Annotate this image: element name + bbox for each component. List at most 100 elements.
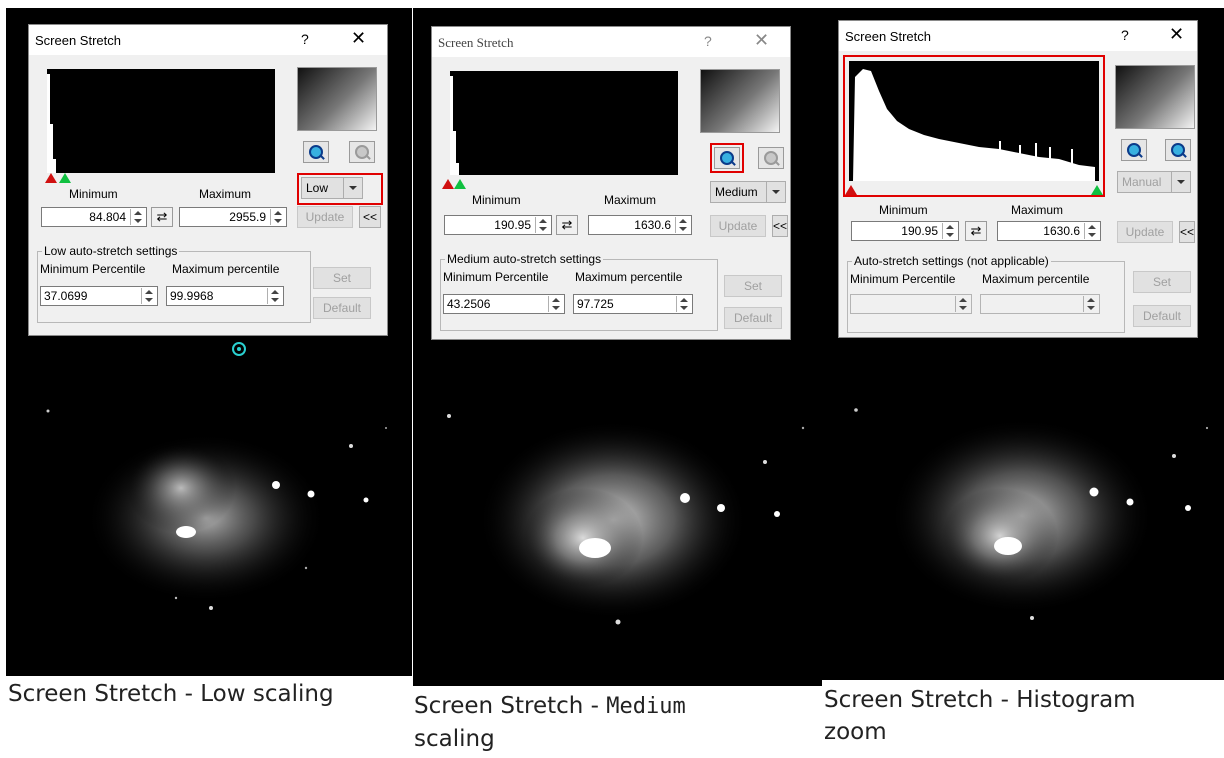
maximum-value: 1630.6 xyxy=(1043,224,1080,238)
histogram[interactable] xyxy=(47,69,275,173)
stretch-mode-dropdown[interactable]: Low xyxy=(301,177,363,199)
spin-arrows-icon[interactable] xyxy=(1083,296,1098,312)
zoom-out-button[interactable] xyxy=(349,141,375,163)
caption-medium: Screen Stretch - Medium scaling xyxy=(414,690,814,755)
max-percentile-value: 97.725 xyxy=(577,297,614,311)
zoom-in-icon xyxy=(720,151,734,165)
spin-arrows-icon[interactable] xyxy=(130,209,145,225)
min-percentile-value: 37.0699 xyxy=(44,289,88,303)
target-icon xyxy=(232,342,246,356)
caption-zoom: Screen Stretch - Histogram zoom xyxy=(824,684,1224,748)
minimum-label: Minimum xyxy=(69,187,118,201)
caption-medium-suffix: scaling xyxy=(414,726,495,752)
minimum-value: 84.804 xyxy=(89,210,126,224)
max-percentile-input[interactable]: 99.9968 xyxy=(166,286,284,306)
spin-arrows-icon[interactable] xyxy=(676,296,691,312)
update-button[interactable]: Update xyxy=(1117,221,1173,243)
max-percentile-input[interactable]: 97.725 xyxy=(573,294,693,314)
spin-arrows-icon[interactable] xyxy=(270,209,285,225)
spin-arrows-icon[interactable] xyxy=(267,288,282,304)
min-percentile-input[interactable]: 37.0699 xyxy=(40,286,158,306)
zoom-out-icon xyxy=(1171,143,1185,157)
dialog-title: Screen Stretch xyxy=(438,35,514,50)
swap-button[interactable]: ⇄ xyxy=(965,221,987,241)
swap-button[interactable]: ⇄ xyxy=(151,207,173,227)
auto-stretch-group: Low auto-stretch settings Minimum Percen… xyxy=(37,244,311,323)
minimum-label: Minimum xyxy=(472,193,521,207)
update-button[interactable]: Update xyxy=(710,215,766,237)
caption-low-text: Screen Stretch - Low scaling xyxy=(8,681,334,707)
help-button[interactable]: ? xyxy=(704,33,712,49)
default-button[interactable]: Default xyxy=(313,297,371,319)
zoom-out-icon xyxy=(355,145,369,159)
spin-arrows-icon[interactable] xyxy=(955,296,970,312)
close-button[interactable]: ✕ xyxy=(1169,24,1185,44)
spin-arrows-icon[interactable] xyxy=(548,296,563,312)
set-button[interactable]: Set xyxy=(724,275,782,297)
zoom-in-button[interactable] xyxy=(714,147,740,169)
update-button[interactable]: Update xyxy=(297,206,353,228)
swap-button[interactable]: ⇄ xyxy=(556,215,578,235)
zoom-in-icon xyxy=(1127,143,1141,157)
dropdown-arrow-icon[interactable] xyxy=(343,178,362,198)
minimum-input[interactable]: 84.804 xyxy=(41,207,147,227)
spin-arrows-icon[interactable] xyxy=(942,223,957,239)
auto-stretch-group: Auto-stretch settings (not applicable) M… xyxy=(847,254,1125,333)
dropdown-arrow-icon[interactable] xyxy=(1171,172,1190,192)
spin-arrows-icon[interactable] xyxy=(675,217,690,233)
caption-zoom-line2: zoom xyxy=(824,719,887,745)
stretch-preview xyxy=(700,69,780,133)
min-marker-icon[interactable] xyxy=(442,179,454,189)
default-button[interactable]: Default xyxy=(724,307,782,329)
dropdown-arrow-icon[interactable] xyxy=(766,182,785,202)
minimum-input[interactable]: 190.95 xyxy=(444,215,552,235)
group-label: Low auto-stretch settings xyxy=(42,244,180,258)
close-button[interactable]: ✕ xyxy=(351,28,367,48)
zoom-out-icon xyxy=(764,151,778,165)
maximum-input[interactable]: 1630.6 xyxy=(997,221,1101,241)
histogram[interactable] xyxy=(849,61,1099,181)
max-percentile-label: Maximum percentile xyxy=(982,272,1090,286)
collapse-button[interactable]: << xyxy=(772,215,788,237)
help-button[interactable]: ? xyxy=(1121,27,1129,43)
nebula-image xyxy=(447,414,805,625)
zoom-out-button[interactable] xyxy=(1165,139,1191,161)
max-percentile-input[interactable] xyxy=(980,294,1100,314)
min-marker-icon[interactable] xyxy=(845,185,857,195)
close-button[interactable]: ✕ xyxy=(754,30,770,50)
set-button[interactable]: Set xyxy=(1133,271,1191,293)
spin-arrows-icon[interactable] xyxy=(141,288,156,304)
min-marker-icon[interactable] xyxy=(45,173,57,183)
caption-medium-mono: Medium xyxy=(606,694,686,719)
maximum-input[interactable]: 1630.6 xyxy=(588,215,692,235)
max-marker-icon[interactable] xyxy=(59,173,71,183)
dialog-title: Screen Stretch xyxy=(845,29,931,44)
help-button[interactable]: ? xyxy=(301,31,309,47)
group-label: Auto-stretch settings (not applicable) xyxy=(852,254,1051,268)
min-percentile-input[interactable] xyxy=(850,294,972,314)
caption-medium-prefix: Screen Stretch - xyxy=(414,693,607,719)
zoom-in-button[interactable] xyxy=(303,141,329,163)
minimum-input[interactable]: 190.95 xyxy=(851,221,959,241)
stretch-mode-dropdown[interactable]: Manual xyxy=(1117,171,1191,193)
set-button[interactable]: Set xyxy=(313,267,371,289)
min-percentile-label: Minimum Percentile xyxy=(40,262,146,276)
spin-arrows-icon[interactable] xyxy=(1084,223,1099,239)
min-percentile-input[interactable]: 43.2506 xyxy=(443,294,565,314)
maximum-input[interactable]: 2955.9 xyxy=(179,207,287,227)
max-percentile-label: Maximum percentile xyxy=(575,270,683,284)
stretch-mode-dropdown[interactable]: Medium xyxy=(710,181,786,203)
zoom-in-button[interactable] xyxy=(1121,139,1147,161)
zoom-out-button[interactable] xyxy=(758,147,784,169)
min-percentile-label: Minimum Percentile xyxy=(850,272,956,286)
max-marker-icon[interactable] xyxy=(454,179,466,189)
max-marker-icon[interactable] xyxy=(1091,185,1103,195)
collapse-button[interactable]: << xyxy=(1179,221,1195,243)
histogram[interactable] xyxy=(450,71,678,175)
caption-low: Screen Stretch - Low scaling xyxy=(8,678,334,710)
maximum-value: 1630.6 xyxy=(634,218,671,232)
collapse-button[interactable]: << xyxy=(359,206,381,228)
stretch-preview xyxy=(297,67,377,131)
default-button[interactable]: Default xyxy=(1133,305,1191,327)
spin-arrows-icon[interactable] xyxy=(535,217,550,233)
